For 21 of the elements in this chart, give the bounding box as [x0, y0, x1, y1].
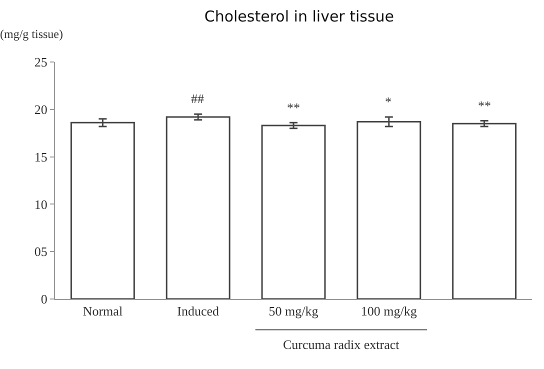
y-tick-label: 05 [34, 244, 48, 260]
chart-title: Cholesterol in liver tissue [204, 8, 394, 26]
bar [452, 122, 517, 299]
annotation: * [385, 94, 392, 109]
annotation: ** [287, 100, 300, 115]
annotation: ** [478, 98, 491, 113]
annotation: ## [191, 91, 204, 106]
x-tick-label: Induced [177, 304, 220, 319]
y-tick-label: 25 [34, 54, 48, 70]
y-tick-label: 20 [34, 102, 48, 117]
x-tick-label: 100 mg/kg [360, 304, 418, 319]
bar [261, 124, 326, 299]
y-axis-title: (mg/g tissue) [0, 27, 63, 41]
x-tick-label: 50 mg/kg [268, 304, 319, 319]
y-tick-label: 10 [34, 196, 48, 212]
y-tick-label: 0 [40, 292, 48, 307]
bar [70, 122, 135, 299]
y-tick-label: 15 [34, 149, 48, 164]
text: Curcuma radix extract [283, 337, 400, 352]
bar [166, 116, 230, 299]
x-tick-label: Normal [82, 304, 123, 319]
